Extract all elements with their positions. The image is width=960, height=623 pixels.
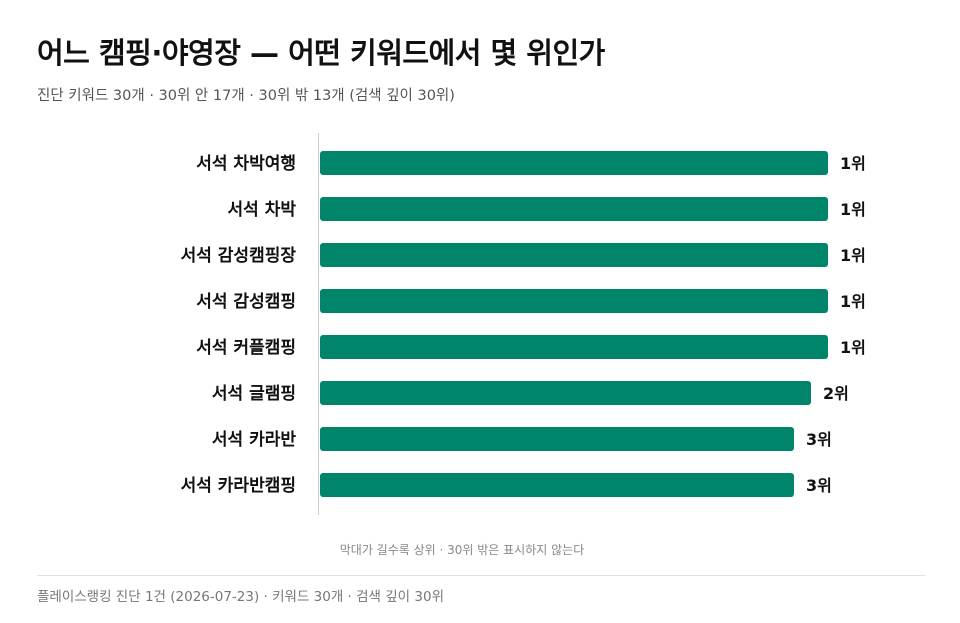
chart-title: 어느 캠핑·야영장 — 어떤 키워드에서 몇 위인가	[37, 36, 605, 70]
rank-bar	[320, 473, 794, 497]
value-label: 3위	[806, 476, 832, 495]
category-label: 서석 차박	[228, 200, 297, 220]
category-label: 서석 감성캠핑장	[181, 246, 297, 266]
value-label: 3위	[806, 430, 832, 449]
chart-subtitle: 진단 키워드 30개 · 30위 안 17개 · 30위 밖 13개 (검색 깊…	[37, 88, 455, 104]
category-label: 서석 차박여행	[196, 154, 296, 174]
rank-bar	[320, 243, 828, 267]
rank-bar	[320, 381, 811, 405]
chart-footer: 플레이스랭킹 진단 1건 (2026-07-23) · 키워드 30개 · 검색…	[37, 589, 444, 605]
category-label: 서석 카라반캠핑	[181, 476, 296, 496]
value-label: 1위	[840, 154, 866, 173]
rank-bar	[320, 289, 828, 313]
value-label: 2위	[823, 384, 849, 403]
value-label: 1위	[840, 292, 866, 311]
value-label: 1위	[840, 338, 866, 357]
rank-bar	[320, 151, 828, 175]
chart-note: 막대가 길수록 상위 · 30위 밖은 표시하지 않는다	[339, 543, 585, 557]
category-label: 서석 글램핑	[212, 384, 296, 404]
category-label: 서석 카라반	[212, 430, 296, 450]
rank-bar	[320, 197, 828, 221]
category-label: 서석 커플캠핑	[196, 338, 296, 358]
category-label: 서석 감성캠핑	[196, 292, 296, 312]
value-label: 1위	[840, 200, 866, 219]
rank-bar	[320, 335, 828, 359]
footer-divider	[37, 575, 925, 576]
rank-bar	[320, 427, 794, 451]
value-label: 1위	[840, 246, 866, 265]
